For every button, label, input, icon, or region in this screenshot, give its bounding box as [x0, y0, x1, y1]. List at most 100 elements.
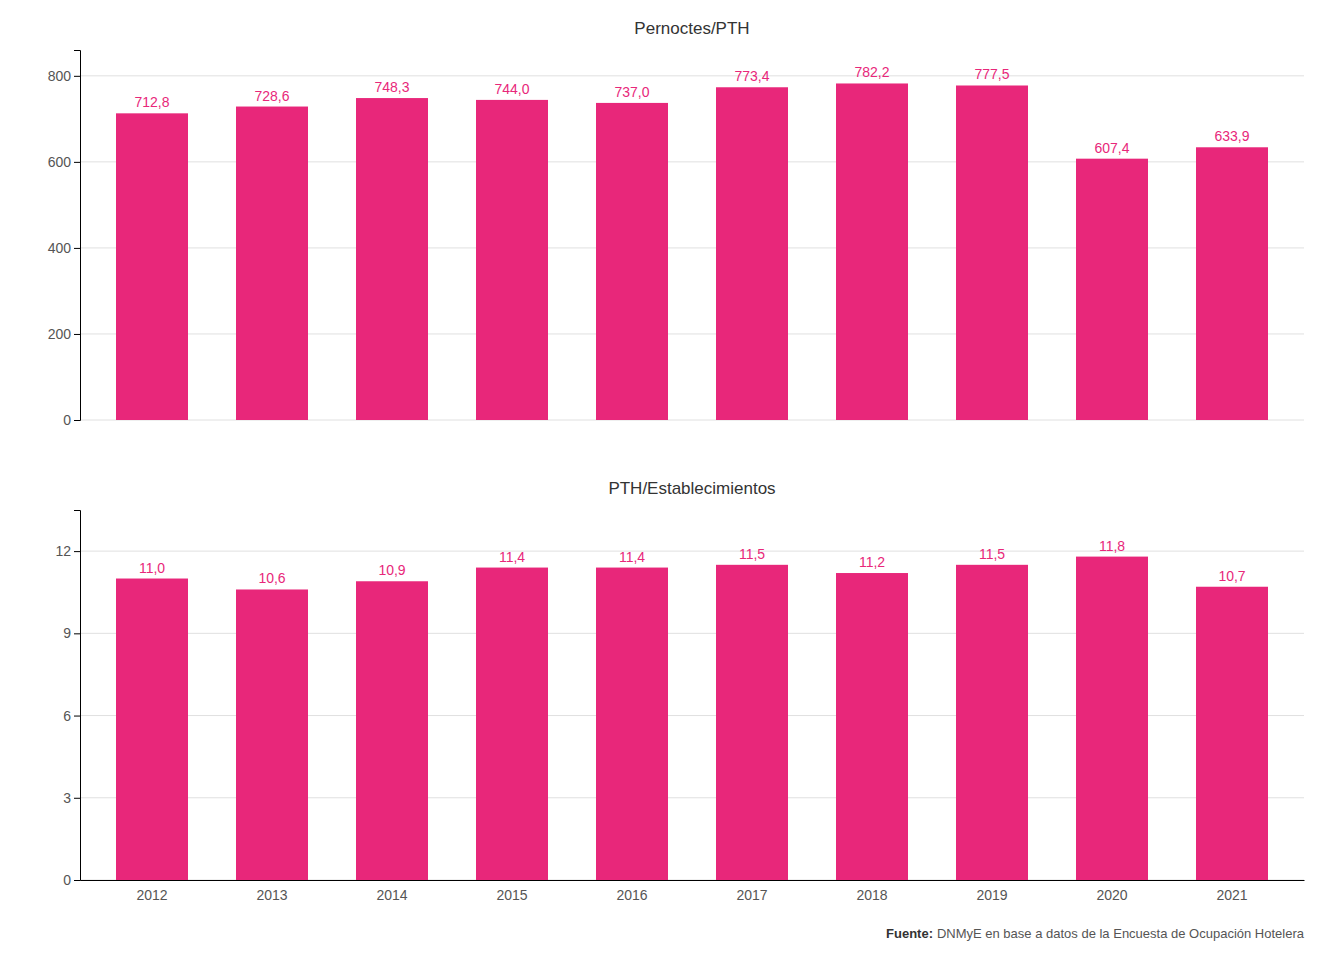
grid — [80, 76, 1304, 420]
chart: Pernoctes/PTH 0 200 400 600 800 712,8 728,6 748,… — [0, 0, 1344, 960]
x-tick: 2019 — [976, 887, 1007, 903]
data-label: 11,0 — [139, 560, 165, 576]
y-tick-label: 12 — [55, 543, 71, 559]
bar — [596, 568, 668, 880]
data-label: 744,0 — [494, 81, 529, 97]
bar — [236, 107, 308, 420]
title: PTH/Establecimientos — [608, 479, 775, 498]
data-label: 11,4 — [619, 549, 645, 565]
y-tick: 200 — [48, 326, 80, 342]
x-tick-label: 2020 — [1096, 887, 1127, 903]
data-label: 782,2 — [854, 64, 889, 80]
x-tick-label: 2016 — [616, 887, 647, 903]
y-tick-mark — [74, 334, 80, 335]
y-tick: 3 — [63, 790, 80, 806]
y-tick: 800 — [48, 68, 80, 84]
y-tick-label: 0 — [63, 872, 71, 888]
bar — [716, 565, 788, 880]
bar — [1076, 557, 1148, 880]
source-text: DNMyE en base a datos de la Encuesta de … — [937, 926, 1305, 941]
bar — [716, 87, 788, 420]
y-tick-mark — [74, 420, 80, 421]
x-tick-label: 2012 — [136, 887, 167, 903]
title: Pernoctes/PTH — [634, 19, 749, 38]
bars — [116, 557, 1268, 880]
y-tick-mark — [74, 798, 80, 799]
data-label: 11,5 — [979, 546, 1005, 562]
data-label: 11,5 — [739, 546, 765, 562]
bar — [1196, 147, 1268, 420]
x-tick: 2013 — [256, 887, 287, 903]
data-labels: 712,8728,6748,3744,0737,0773,4782,2777,5… — [134, 64, 1249, 155]
y-tick-label: 400 — [48, 240, 72, 256]
y-tick-label: 0 — [63, 412, 71, 428]
grid — [80, 551, 1304, 880]
data-label: 728,6 — [254, 88, 289, 104]
y-tick-mark — [74, 716, 80, 717]
x-tick-label: 2015 — [496, 887, 527, 903]
y-tick-mark — [74, 633, 80, 634]
data-label: 10,9 — [378, 562, 405, 578]
bar — [476, 568, 548, 880]
data-label: 11,2 — [859, 554, 885, 570]
y-axis: 0 200 400 600 800 — [48, 51, 81, 428]
data-label: 607,4 — [1094, 140, 1129, 156]
bars — [116, 83, 1268, 420]
y-tick: 600 — [48, 154, 80, 170]
y-axis: 0 3 6 9 12 — [55, 511, 80, 888]
data-label: 777,5 — [974, 66, 1009, 82]
bar — [116, 113, 188, 420]
y-tick-mark — [74, 162, 80, 163]
x-tick: 2012 — [136, 887, 167, 903]
x-tick-label: 2017 — [736, 887, 767, 903]
x-tick: 2017 — [736, 887, 767, 903]
y-tick-label: 200 — [48, 326, 72, 342]
panel: PTH/Establecimientos03691220122013201420… — [55, 479, 1304, 903]
y-tick-label: 600 — [48, 154, 72, 170]
y-tick-mark — [74, 248, 80, 249]
panel: Pernoctes/PTH 0 200 400 600 800 712,8 728,6 748,… — [48, 19, 1304, 428]
y-tick: 9 — [63, 625, 80, 641]
bar — [116, 579, 188, 880]
grid-line — [80, 75, 1304, 76]
y-tick-label: 6 — [63, 708, 71, 724]
y-tick: 12 — [55, 543, 80, 559]
bar — [236, 589, 308, 880]
y-tick-mark — [74, 551, 80, 552]
x-tick: 2015 — [496, 887, 527, 903]
x-tick: 2014 — [376, 887, 407, 903]
x-tick: 2020 — [1096, 887, 1127, 903]
source-label: Fuente: — [886, 926, 933, 941]
data-label: 712,8 — [134, 94, 169, 110]
x-tick-label: 2021 — [1216, 887, 1247, 903]
x-axis: 2012 2013 2014 2015 2016 2017 2018 2019 2020 2021 — [81, 881, 1305, 903]
bar — [1076, 159, 1148, 420]
bar — [476, 100, 548, 420]
bar — [356, 98, 428, 420]
data-label: 748,3 — [374, 79, 409, 95]
y-tick: 0 — [63, 412, 80, 428]
y-axis-line — [74, 511, 81, 881]
bar — [1196, 587, 1268, 880]
y-tick-label: 9 — [63, 625, 71, 641]
data-labels: 11,010,610,911,411,411,511,211,511,810,7 — [139, 538, 1246, 587]
y-tick-mark — [74, 76, 80, 77]
bar — [836, 83, 908, 420]
x-tick-label: 2014 — [376, 887, 407, 903]
y-tick: 0 — [63, 872, 80, 888]
y-tick: 400 — [48, 240, 80, 256]
y-tick: 6 — [63, 708, 80, 724]
y-tick-mark — [74, 880, 80, 881]
data-label: 773,4 — [734, 68, 769, 84]
x-tick-label: 2013 — [256, 887, 287, 903]
data-label: 11,4 — [499, 549, 525, 565]
bar — [836, 573, 908, 880]
data-label: 10,6 — [258, 570, 285, 586]
source-note: Fuente: DNMyE en base a datos de la Encue… — [886, 926, 1305, 941]
y-tick-label: 800 — [48, 68, 72, 84]
data-label: 633,9 — [1214, 128, 1249, 144]
x-tick: 2018 — [856, 887, 887, 903]
data-label: 10,7 — [1218, 568, 1245, 584]
y-tick-label: 3 — [63, 790, 71, 806]
x-tick-label: 2018 — [856, 887, 887, 903]
